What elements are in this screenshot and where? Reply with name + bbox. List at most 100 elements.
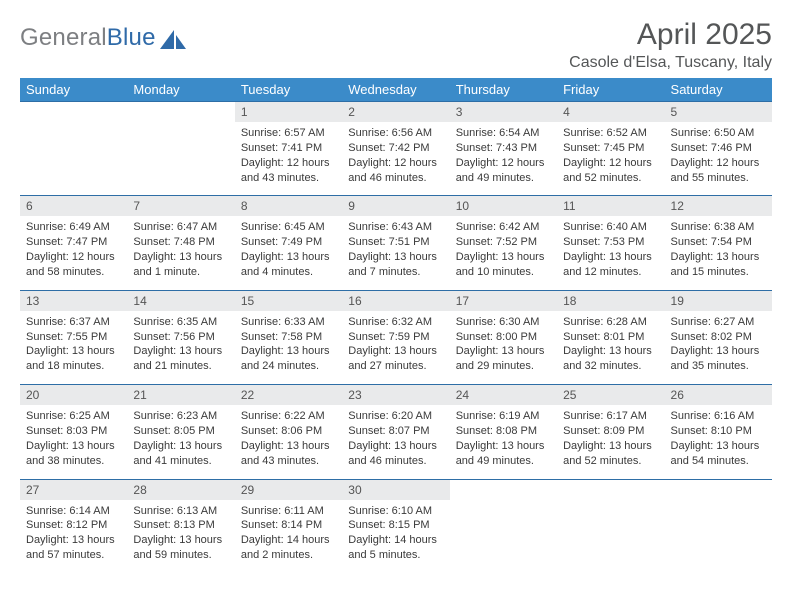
sunset-text: Sunset: 8:01 PM	[563, 330, 658, 345]
day-number-cell: 26	[665, 385, 772, 406]
day-cell: Sunrise: 6:30 AMSunset: 8:00 PMDaylight:…	[450, 311, 557, 385]
sunrise-text: Sunrise: 6:20 AM	[348, 409, 443, 424]
day-number-cell: 14	[127, 290, 234, 311]
day-cell	[665, 500, 772, 573]
sunset-text: Sunset: 8:12 PM	[26, 518, 121, 533]
day-cell: Sunrise: 6:49 AMSunset: 7:47 PMDaylight:…	[20, 216, 127, 290]
day-number-cell: 3	[450, 102, 557, 123]
daylight-text: Daylight: 13 hours and 10 minutes.	[456, 250, 551, 280]
daylight-text: Daylight: 13 hours and 1 minute.	[133, 250, 228, 280]
day-number-cell: 25	[557, 385, 664, 406]
day-cell: Sunrise: 6:37 AMSunset: 7:55 PMDaylight:…	[20, 311, 127, 385]
day-cell: Sunrise: 6:50 AMSunset: 7:46 PMDaylight:…	[665, 122, 772, 196]
daynum-row: 27282930	[20, 479, 772, 500]
day-cell: Sunrise: 6:27 AMSunset: 8:02 PMDaylight:…	[665, 311, 772, 385]
day-cell: Sunrise: 6:42 AMSunset: 7:52 PMDaylight:…	[450, 216, 557, 290]
daynum-row: 13141516171819	[20, 290, 772, 311]
daylight-text: Daylight: 14 hours and 5 minutes.	[348, 533, 443, 563]
header-sunday: Sunday	[20, 78, 127, 102]
day-number-cell: 29	[235, 479, 342, 500]
day-number-cell: 19	[665, 290, 772, 311]
daylight-text: Daylight: 13 hours and 15 minutes.	[671, 250, 766, 280]
day-number-cell: 6	[20, 196, 127, 217]
sunrise-text: Sunrise: 6:22 AM	[241, 409, 336, 424]
day-cell: Sunrise: 6:57 AMSunset: 7:41 PMDaylight:…	[235, 122, 342, 196]
day-cell	[127, 122, 234, 196]
sunset-text: Sunset: 8:05 PM	[133, 424, 228, 439]
daylight-text: Daylight: 13 hours and 32 minutes.	[563, 344, 658, 374]
sunset-text: Sunset: 7:41 PM	[241, 141, 336, 156]
daylight-text: Daylight: 13 hours and 54 minutes.	[671, 439, 766, 469]
sunrise-text: Sunrise: 6:23 AM	[133, 409, 228, 424]
sunrise-text: Sunrise: 6:11 AM	[241, 504, 336, 519]
sunrise-text: Sunrise: 6:19 AM	[456, 409, 551, 424]
sunset-text: Sunset: 7:48 PM	[133, 235, 228, 250]
sunrise-text: Sunrise: 6:47 AM	[133, 220, 228, 235]
daylight-text: Daylight: 13 hours and 41 minutes.	[133, 439, 228, 469]
day-number-cell: 21	[127, 385, 234, 406]
day-number-cell: 11	[557, 196, 664, 217]
sunset-text: Sunset: 8:03 PM	[26, 424, 121, 439]
day-cell: Sunrise: 6:43 AMSunset: 7:51 PMDaylight:…	[342, 216, 449, 290]
day-number-cell	[127, 102, 234, 123]
week-row: Sunrise: 6:49 AMSunset: 7:47 PMDaylight:…	[20, 216, 772, 290]
daylight-text: Daylight: 13 hours and 27 minutes.	[348, 344, 443, 374]
month-title: April 2025	[569, 18, 772, 52]
day-number-cell: 20	[20, 385, 127, 406]
day-cell: Sunrise: 6:10 AMSunset: 8:15 PMDaylight:…	[342, 500, 449, 573]
sunrise-text: Sunrise: 6:49 AM	[26, 220, 121, 235]
daylight-text: Daylight: 13 hours and 29 minutes.	[456, 344, 551, 374]
day-cell: Sunrise: 6:32 AMSunset: 7:59 PMDaylight:…	[342, 311, 449, 385]
day-cell: Sunrise: 6:52 AMSunset: 7:45 PMDaylight:…	[557, 122, 664, 196]
daylight-text: Daylight: 13 hours and 59 minutes.	[133, 533, 228, 563]
header-friday: Friday	[557, 78, 664, 102]
sunrise-text: Sunrise: 6:30 AM	[456, 315, 551, 330]
calendar-page: GeneralBlue April 2025 Casole d'Elsa, Tu…	[0, 0, 792, 612]
sunrise-text: Sunrise: 6:52 AM	[563, 126, 658, 141]
day-number-cell: 7	[127, 196, 234, 217]
daylight-text: Daylight: 13 hours and 18 minutes.	[26, 344, 121, 374]
sunrise-text: Sunrise: 6:13 AM	[133, 504, 228, 519]
sunrise-text: Sunrise: 6:10 AM	[348, 504, 443, 519]
day-number-cell: 9	[342, 196, 449, 217]
sunset-text: Sunset: 8:00 PM	[456, 330, 551, 345]
day-number-cell: 27	[20, 479, 127, 500]
sunset-text: Sunset: 7:42 PM	[348, 141, 443, 156]
daylight-text: Daylight: 13 hours and 49 minutes.	[456, 439, 551, 469]
week-row: Sunrise: 6:14 AMSunset: 8:12 PMDaylight:…	[20, 500, 772, 573]
sunset-text: Sunset: 8:14 PM	[241, 518, 336, 533]
header-tuesday: Tuesday	[235, 78, 342, 102]
day-cell	[450, 500, 557, 573]
week-row: Sunrise: 6:37 AMSunset: 7:55 PMDaylight:…	[20, 311, 772, 385]
sunset-text: Sunset: 7:54 PM	[671, 235, 766, 250]
sunrise-text: Sunrise: 6:50 AM	[671, 126, 766, 141]
day-number-cell: 12	[665, 196, 772, 217]
sunrise-text: Sunrise: 6:57 AM	[241, 126, 336, 141]
day-number-cell: 2	[342, 102, 449, 123]
day-cell: Sunrise: 6:35 AMSunset: 7:56 PMDaylight:…	[127, 311, 234, 385]
day-number-cell	[20, 102, 127, 123]
header: GeneralBlue April 2025 Casole d'Elsa, Tu…	[20, 18, 772, 72]
sunrise-text: Sunrise: 6:17 AM	[563, 409, 658, 424]
day-number-cell: 16	[342, 290, 449, 311]
day-number-cell: 23	[342, 385, 449, 406]
daylight-text: Daylight: 13 hours and 43 minutes.	[241, 439, 336, 469]
daylight-text: Daylight: 13 hours and 46 minutes.	[348, 439, 443, 469]
daylight-text: Daylight: 12 hours and 43 minutes.	[241, 156, 336, 186]
day-cell: Sunrise: 6:11 AMSunset: 8:14 PMDaylight:…	[235, 500, 342, 573]
daylight-text: Daylight: 13 hours and 24 minutes.	[241, 344, 336, 374]
sunset-text: Sunset: 8:02 PM	[671, 330, 766, 345]
day-cell: Sunrise: 6:13 AMSunset: 8:13 PMDaylight:…	[127, 500, 234, 573]
day-number-cell: 17	[450, 290, 557, 311]
day-number-cell: 10	[450, 196, 557, 217]
daylight-text: Daylight: 13 hours and 57 minutes.	[26, 533, 121, 563]
title-block: April 2025 Casole d'Elsa, Tuscany, Italy	[569, 18, 772, 72]
sunset-text: Sunset: 8:15 PM	[348, 518, 443, 533]
sunset-text: Sunset: 7:58 PM	[241, 330, 336, 345]
sunrise-text: Sunrise: 6:25 AM	[26, 409, 121, 424]
daylight-text: Daylight: 12 hours and 55 minutes.	[671, 156, 766, 186]
sunset-text: Sunset: 7:59 PM	[348, 330, 443, 345]
day-cell: Sunrise: 6:19 AMSunset: 8:08 PMDaylight:…	[450, 405, 557, 479]
day-number-cell: 28	[127, 479, 234, 500]
daylight-text: Daylight: 13 hours and 35 minutes.	[671, 344, 766, 374]
